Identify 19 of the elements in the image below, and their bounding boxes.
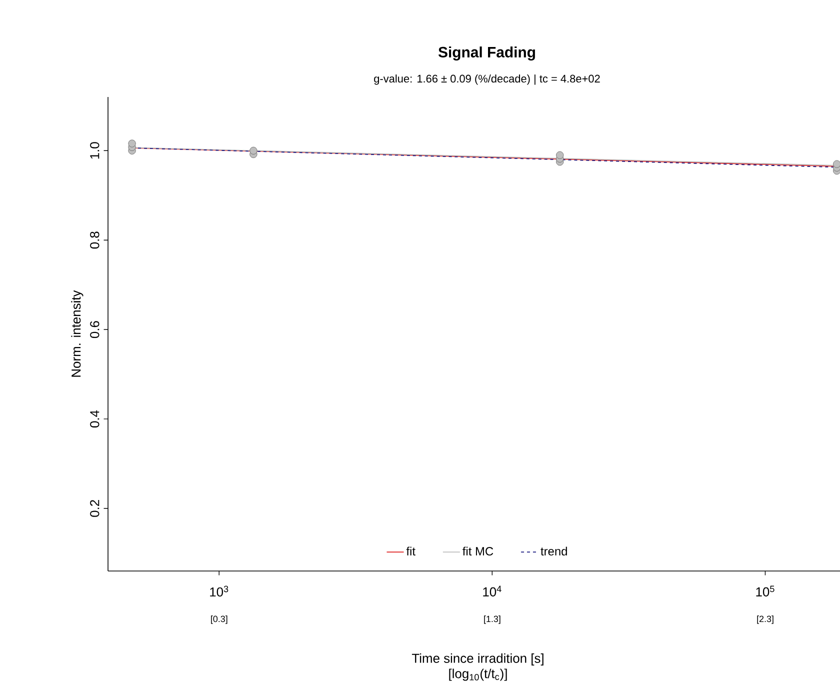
x2-tick-label: [1.3] [484, 616, 500, 624]
x2-axis-title: [log$_{10}$(t/t$_{c}$)] [449, 668, 507, 681]
y-tick-label: 0.2 [90, 500, 100, 517]
y-tick-label: 1.0 [90, 142, 100, 159]
x-tick-label: 10$^{4}$ [483, 586, 502, 596]
chart-title: Signal Fading [438, 46, 535, 61]
y-tick-label: 0.6 [90, 321, 100, 338]
legend-label: fit MC [462, 546, 494, 556]
y-tick-label: 0.4 [90, 410, 100, 428]
y-tick-label: 0.8 [90, 232, 100, 249]
x-tick-label: 10$^{5}$ [756, 586, 774, 596]
x-tick-label: 10$^{3}$ [210, 586, 228, 597]
legend-label: fit [406, 546, 416, 556]
legend-label: trend [540, 546, 567, 556]
x2-tick-label: [2.3] [757, 616, 774, 624]
x2-tick-label: [0.3] [211, 616, 228, 624]
chart-subtitle: g-value: 1.66 ± 0.09 (%/decade) | tc = 4.8e+02 [374, 74, 600, 85]
x-axis-title: Time since irradition [s] [412, 653, 544, 666]
y-axis-title: Norm. intensity [71, 290, 84, 377]
